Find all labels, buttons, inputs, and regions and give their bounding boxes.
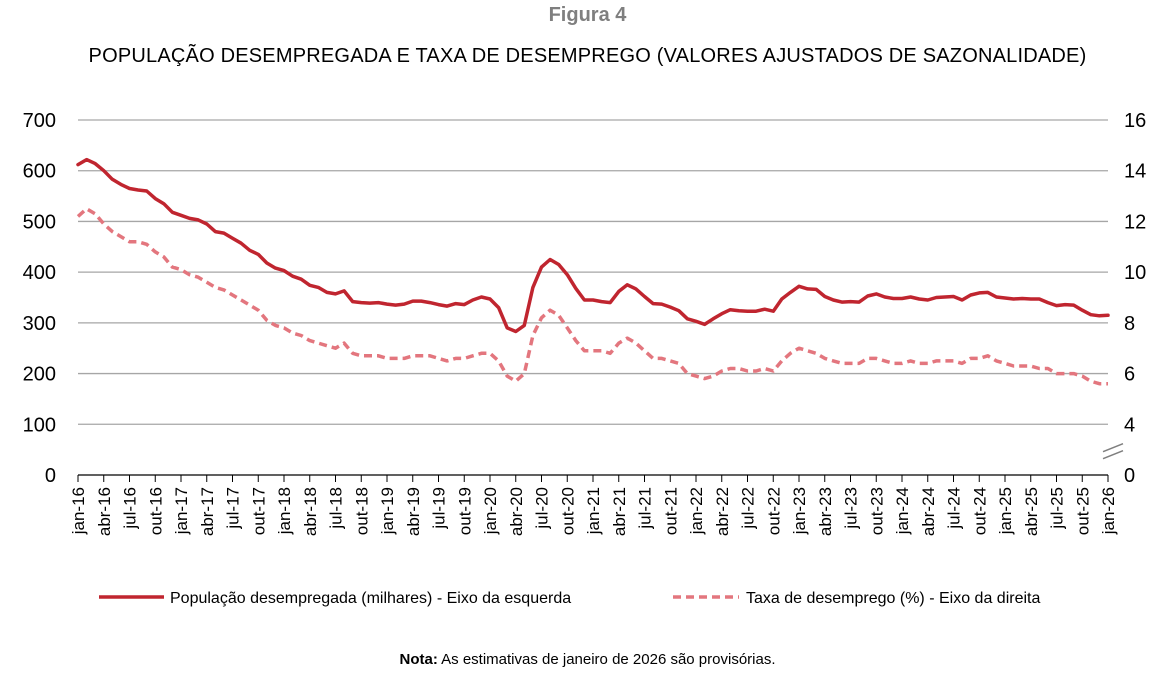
axis-break-mark — [1102, 442, 1124, 453]
chart-title: POPULAÇÃO DESEMPREGADA E TAXA DE DESEMPR… — [88, 45, 1087, 67]
x-tick-label: jan-25 — [996, 487, 1015, 535]
x-tick-label: jul-23 — [842, 487, 861, 530]
left-tick-label: 300 — [23, 313, 56, 335]
x-tick-label: out-24 — [970, 487, 989, 535]
axis-break-mark — [1102, 449, 1124, 460]
left-axis: 0 100 200 300 400 500 600 700 — [23, 110, 56, 487]
right-tick-label: 8 — [1124, 313, 1135, 335]
left-tick-label: 500 — [23, 211, 56, 233]
legend-label-rate: Taxa de desemprego (%) - Eixo da direita — [746, 590, 1040, 607]
rate-line — [76, 207, 1108, 386]
x-tick-label: jul-17 — [224, 487, 243, 530]
x-tick-label: jul-21 — [636, 487, 655, 530]
population-line — [76, 157, 1110, 334]
x-tick-label: jul-19 — [430, 487, 449, 530]
note-text: As estimativas de janeiro de 2026 são pr… — [437, 651, 776, 668]
x-tick-label: out-21 — [661, 487, 680, 535]
legend: População desempregada (milhares) - Eixo… — [99, 590, 1040, 607]
x-tick-label: jan-24 — [893, 487, 912, 535]
right-tick-label: 16 — [1124, 110, 1146, 132]
right-tick-label: 6 — [1124, 364, 1135, 386]
x-tick-label: jul-16 — [121, 487, 140, 530]
note: Nota: As estimativas de janeiro de 2026 … — [0, 651, 1175, 668]
gridlines — [78, 119, 1108, 425]
x-tick-label: jul-18 — [327, 487, 346, 530]
x-tick-label: jan-23 — [790, 487, 809, 535]
right-tick-label: 4 — [1124, 414, 1135, 436]
x-tick-label: out-22 — [764, 487, 783, 535]
note-label: Nota: — [399, 651, 438, 668]
x-tick-label: jan-21 — [584, 487, 603, 535]
x-tick-label: jan-19 — [378, 487, 397, 535]
legend-label-population: População desempregada (milhares) - Eixo… — [170, 590, 571, 607]
x-tick-label: jan-16 — [69, 487, 88, 535]
right-tick-label: 10 — [1124, 262, 1146, 284]
right-tick-label: 14 — [1124, 161, 1146, 183]
x-tick-label: abr-16 — [95, 487, 114, 536]
left-tick-label: 200 — [23, 364, 56, 386]
right-tick-label: 12 — [1124, 211, 1146, 233]
x-tick-label: abr-24 — [919, 487, 938, 536]
x-tick-label: out-20 — [558, 487, 577, 535]
x-tick-label: abr-22 — [713, 487, 732, 536]
x-tick-label: jan-26 — [1099, 487, 1118, 535]
x-tick-label: out-19 — [455, 487, 474, 535]
x-tick-label: out-16 — [146, 487, 165, 535]
x-tick-label: abr-17 — [198, 487, 217, 536]
right-axis: 0 4 6 8 10 12 14 16 — [1124, 110, 1146, 487]
x-tick-label: jan-18 — [275, 487, 294, 535]
x-tick-label: abr-20 — [507, 487, 526, 536]
x-tick-label: jul-22 — [739, 487, 758, 530]
x-tick-label: out-17 — [249, 487, 268, 535]
left-tick-label: 400 — [23, 262, 56, 284]
x-tick-label: abr-21 — [610, 487, 629, 536]
figure-label: Figura 4 — [548, 4, 627, 26]
x-tick-label: abr-23 — [816, 487, 835, 536]
series — [76, 157, 1110, 386]
right-tick-label: 0 — [1124, 465, 1135, 487]
x-tick-label: jul-20 — [533, 487, 552, 530]
left-tick-label: 100 — [23, 414, 56, 436]
x-axis: jan-16 abr-16 jul-16 out-16 jan-17 abr-17 jul-… — [69, 474, 1118, 536]
x-tick-label: jul-24 — [945, 487, 964, 530]
left-tick-label: 600 — [23, 161, 56, 183]
x-tick-label: abr-25 — [1022, 487, 1041, 536]
x-tick-label: out-25 — [1073, 487, 1092, 535]
x-tick-label: jan-22 — [687, 487, 706, 535]
left-tick-label: 700 — [23, 110, 56, 132]
axis-break-icon — [1102, 442, 1124, 460]
x-tick-label: out-23 — [867, 487, 886, 535]
x-tick-label: abr-18 — [301, 487, 320, 536]
x-tick-label: jan-20 — [481, 487, 500, 535]
x-tick-label: jul-25 — [1048, 487, 1067, 530]
x-tick-label: jan-17 — [172, 487, 191, 535]
x-tick-label: out-18 — [352, 487, 371, 535]
left-tick-label: 0 — [45, 465, 56, 487]
x-tick-label: abr-19 — [404, 487, 423, 536]
